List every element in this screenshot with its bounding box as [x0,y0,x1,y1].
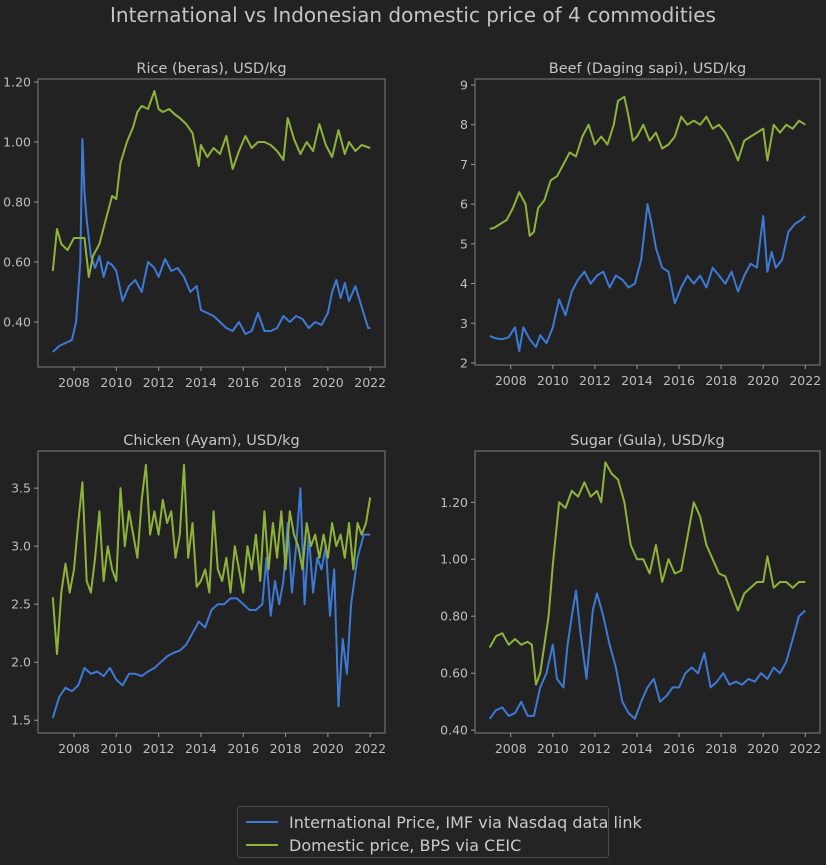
subplot-sugar: Sugar (Gula), USD/kg 2008 2010 2012 2014 2016… [440,433,821,756]
x-tick-label: 2008 [495,373,527,388]
subplot-rice: Rice (beras), USD/kg 2008 2010 2012 2014 2016… [3,61,386,390]
x-tick-label: 2018 [270,741,302,756]
subplot-title: Chicken (Ayam), USD/kg [123,433,299,449]
x-tick-label: 2010 [537,373,569,388]
x-tick-label: 2016 [227,741,259,756]
series-line-international [488,589,806,720]
x-tick-label: 2014 [185,375,217,390]
x-tick-label: 2018 [705,373,737,388]
x-tick-label: 2020 [312,375,344,390]
y-tick-label: 8 [460,117,468,132]
y-tick-label: 1.20 [3,75,31,90]
x-tick-label: 2018 [705,741,737,756]
legend-swatch-international [246,821,278,823]
subplot-title: Sugar (Gula), USD/kg [570,433,724,449]
subplot-title: Rice (beras), USD/kg [136,61,286,77]
y-tick-label: 3.5 [11,481,31,496]
legend-swatch-domestic [246,844,278,846]
y-tick-label: 2.0 [11,655,31,670]
x-tick-label: 2020 [312,741,344,756]
y-tick-label: 0.60 [3,255,31,270]
series-line-domestic [489,95,806,237]
y-tick-label: 1.5 [11,713,31,728]
series-line-domestic [488,461,806,686]
series-line-international [52,138,371,353]
series-line-international [489,203,806,353]
y-tick-label: 0.80 [440,609,468,624]
series-line-domestic [51,463,372,656]
y-tick-label: 0.80 [3,195,31,210]
x-tick-label: 2014 [621,373,653,388]
x-tick-label: 2012 [579,373,611,388]
x-tick-label: 2012 [143,375,175,390]
legend-label-domestic: Domestic price, BPS via CEIC [289,835,522,855]
y-tick-label: 0.40 [440,723,468,738]
series-line-domestic [51,90,371,278]
x-tick-label: 2016 [227,375,259,390]
x-tick-label: 2008 [495,741,527,756]
x-tick-label: 2020 [747,741,779,756]
y-tick-label: 0.60 [440,666,468,681]
x-tick-label: 2010 [537,741,569,756]
y-tick-label: 2.5 [11,597,31,612]
plot-frame [37,450,386,734]
x-tick-label: 2010 [100,375,132,390]
y-tick-label: 7 [460,157,468,172]
y-tick-label: 1.00 [440,552,468,567]
y-tick-label: 6 [460,197,468,212]
y-tick-label: 9 [460,77,468,92]
x-tick-label: 2008 [58,375,90,390]
plot-frame [474,450,821,734]
subplot-beef: Beef (Daging sapi), USD/kg 2008 2010 2012 20… [460,61,821,388]
figure-title: International vs Indonesian domestic pri… [110,3,716,27]
legend-entry-international: International Price, IMF via Nasdaq data… [246,811,642,833]
legend-entry-domestic: Domestic price, BPS via CEIC [246,834,521,856]
x-tick-label: 2012 [579,741,611,756]
x-tick-label: 2014 [621,741,653,756]
x-tick-label: 2010 [100,741,132,756]
subplot-title: Beef (Daging sapi), USD/kg [549,61,746,77]
x-tick-label: 2022 [789,373,821,388]
y-tick-label: 2 [460,356,468,371]
x-tick-label: 2022 [354,375,386,390]
y-tick-label: 4 [460,276,468,291]
series-line-international [51,487,371,719]
x-tick-label: 2018 [270,375,302,390]
x-tick-label: 2012 [143,741,175,756]
plot-frame [37,78,386,368]
plot-frame [474,78,821,366]
y-tick-label: 0.40 [3,315,31,330]
x-tick-label: 2016 [663,741,695,756]
x-tick-label: 2016 [663,373,695,388]
legend: International Price, IMF via Nasdaq data… [237,806,642,858]
x-tick-label: 2008 [58,741,90,756]
y-tick-label: 5 [460,236,468,251]
subplot-chicken: Chicken (Ayam), USD/kg 2008 2010 2012 2014 20… [11,433,386,756]
y-tick-label: 1.00 [3,135,31,150]
y-tick-label: 3.0 [11,539,31,554]
x-tick-label: 2022 [789,741,821,756]
x-tick-label: 2022 [354,741,386,756]
y-tick-label: 1.20 [440,495,468,510]
y-tick-label: 3 [460,316,468,331]
x-tick-label: 2014 [185,741,217,756]
x-tick-label: 2020 [747,373,779,388]
legend-label-international: International Price, IMF via Nasdaq data… [289,812,642,832]
